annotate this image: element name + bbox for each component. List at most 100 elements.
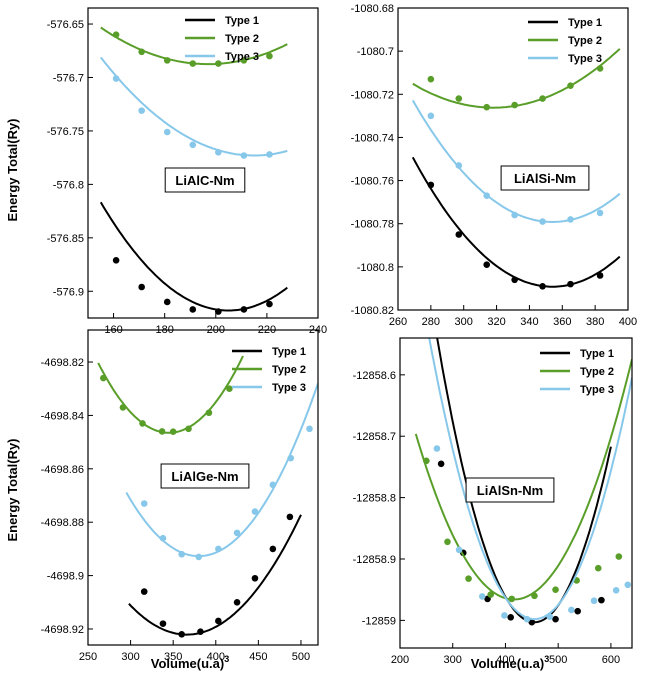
data-point-type-1	[511, 276, 518, 284]
y-tick-label: -4698.84	[41, 410, 84, 422]
legend-label-type-1: Type 1	[568, 17, 602, 29]
data-point-type-3	[501, 612, 508, 619]
data-point-type-2	[615, 553, 623, 560]
data-point-type-1	[507, 614, 515, 621]
data-point-type-2	[487, 591, 494, 598]
data-point-type-1	[163, 298, 171, 306]
data-point-type-2	[100, 374, 107, 382]
legend-label-type-2: Type 2	[272, 364, 306, 376]
data-point-type-1	[233, 598, 241, 606]
data-point-type-3	[269, 481, 277, 489]
compound-label-lialsi: LiAlSi-Nm	[514, 171, 576, 186]
data-point-type-1	[138, 283, 145, 291]
data-point-type-1	[240, 306, 248, 313]
x-tick-label: 380	[586, 316, 604, 328]
compound-label-box	[164, 167, 246, 193]
y-tick-label: -1080.82	[351, 305, 394, 317]
data-point-type-1	[189, 306, 197, 313]
data-point-type-1	[159, 620, 167, 627]
plot-frame	[397, 7, 629, 311]
y-tick-label: -4698.9	[47, 571, 84, 583]
data-point-type-1	[269, 545, 277, 553]
data-point-type-3	[306, 425, 313, 433]
x-axis-title-right: Volume(u.a)3	[471, 654, 549, 671]
x-axis-title-left-text: Volume(u.a)	[151, 656, 224, 671]
data-point-type-3	[590, 597, 598, 605]
x-tick-label: 300	[444, 654, 462, 666]
legend-label-type-1: Type 1	[580, 348, 614, 360]
data-point-type-3	[596, 209, 604, 217]
data-point-type-2	[185, 425, 192, 433]
x-tick-label: 500	[549, 654, 567, 666]
legend-label-type-3: Type 3	[568, 53, 602, 65]
data-point-type-3	[523, 615, 531, 623]
data-point-type-3	[178, 550, 186, 558]
data-point-type-1	[197, 628, 204, 635]
data-point-type-1	[112, 256, 120, 264]
data-point-type-1	[455, 231, 463, 238]
series-line-type-1	[128, 514, 302, 636]
compound-label-lialsn: LiAlSn-Nm	[477, 483, 543, 498]
data-point-type-3	[568, 606, 575, 614]
compound-label-lialge: LiAlGe-Nm	[171, 469, 238, 484]
series-line-type-3	[100, 56, 288, 157]
y-tick-label: -576.75	[47, 126, 84, 138]
data-point-type-1	[437, 460, 445, 468]
x-axis-title-right-sup: 3	[544, 654, 549, 664]
data-point-type-3	[215, 545, 222, 553]
y-tick-label: -1080.8	[357, 262, 394, 274]
legend-label-type-3: Type 3	[580, 384, 614, 396]
x-tick-label: 350	[164, 651, 182, 663]
data-point-type-3	[189, 141, 197, 149]
data-point-type-2	[266, 52, 273, 60]
data-point-type-3	[266, 151, 273, 158]
data-point-type-2	[226, 385, 233, 393]
data-point-type-1	[178, 631, 186, 638]
y-axis-title-bottom: Energy Total(Ry)	[5, 438, 20, 541]
data-point-type-2	[444, 538, 451, 546]
data-point-type-3	[159, 534, 167, 542]
data-point-type-3	[140, 500, 148, 507]
chart-panel-lialge: -4698.82 -4698.84 -4698.86 -4698.88 -4698.9 -…	[41, 329, 319, 663]
compound-label-box	[160, 463, 250, 489]
y-tick-label: -4698.82	[41, 357, 84, 369]
y-tick-label: -576.85	[47, 233, 84, 245]
y-tick-label: -12858.8	[353, 493, 396, 505]
data-point-type-3	[567, 216, 574, 223]
plot-frame	[87, 7, 319, 319]
x-tick-label: 250	[79, 651, 97, 663]
legend-label-type-2: Type 2	[580, 366, 614, 378]
data-point-type-3	[455, 162, 463, 169]
data-point-type-1	[528, 618, 536, 626]
data-point-type-3	[483, 192, 491, 199]
data-point-type-3	[112, 75, 120, 82]
data-point-type-1	[251, 574, 259, 582]
legend-label-type-1: Type 1	[225, 15, 259, 27]
data-point-type-1	[598, 596, 605, 604]
data-point-type-2	[139, 420, 146, 427]
data-point-type-3	[478, 593, 486, 600]
legend-label-type-1: Type 1	[272, 346, 306, 358]
legend-label-type-3: Type 3	[225, 51, 259, 63]
x-axis-title-left-sup: 3	[224, 654, 229, 664]
x-tick-label: 450	[249, 651, 267, 663]
data-point-type-2	[158, 428, 166, 435]
x-tick-label: 300	[455, 316, 473, 328]
y-tick-label: -4698.92	[41, 624, 84, 636]
chart-panel-lialsn: -12858.6 -12858.7 -12858.8 -12858.9 -12859 20…	[353, 337, 633, 666]
y-tick-label: -12858.9	[353, 554, 396, 566]
data-point-type-3	[511, 211, 518, 219]
data-point-type-1	[140, 588, 148, 595]
data-point-type-3	[287, 454, 295, 462]
y-tick-label: -1080.72	[351, 89, 394, 101]
x-axis-title-left: Volume(u.a)3	[151, 654, 229, 671]
compound-label-lialc: LiAlC-Nm	[175, 173, 234, 188]
data-point-type-3	[612, 586, 620, 594]
data-point-type-2	[119, 404, 127, 411]
data-point-type-1	[215, 617, 222, 625]
data-point-type-2	[112, 31, 120, 39]
legend-label-type-2: Type 2	[568, 35, 602, 47]
data-point-type-2	[215, 60, 222, 67]
